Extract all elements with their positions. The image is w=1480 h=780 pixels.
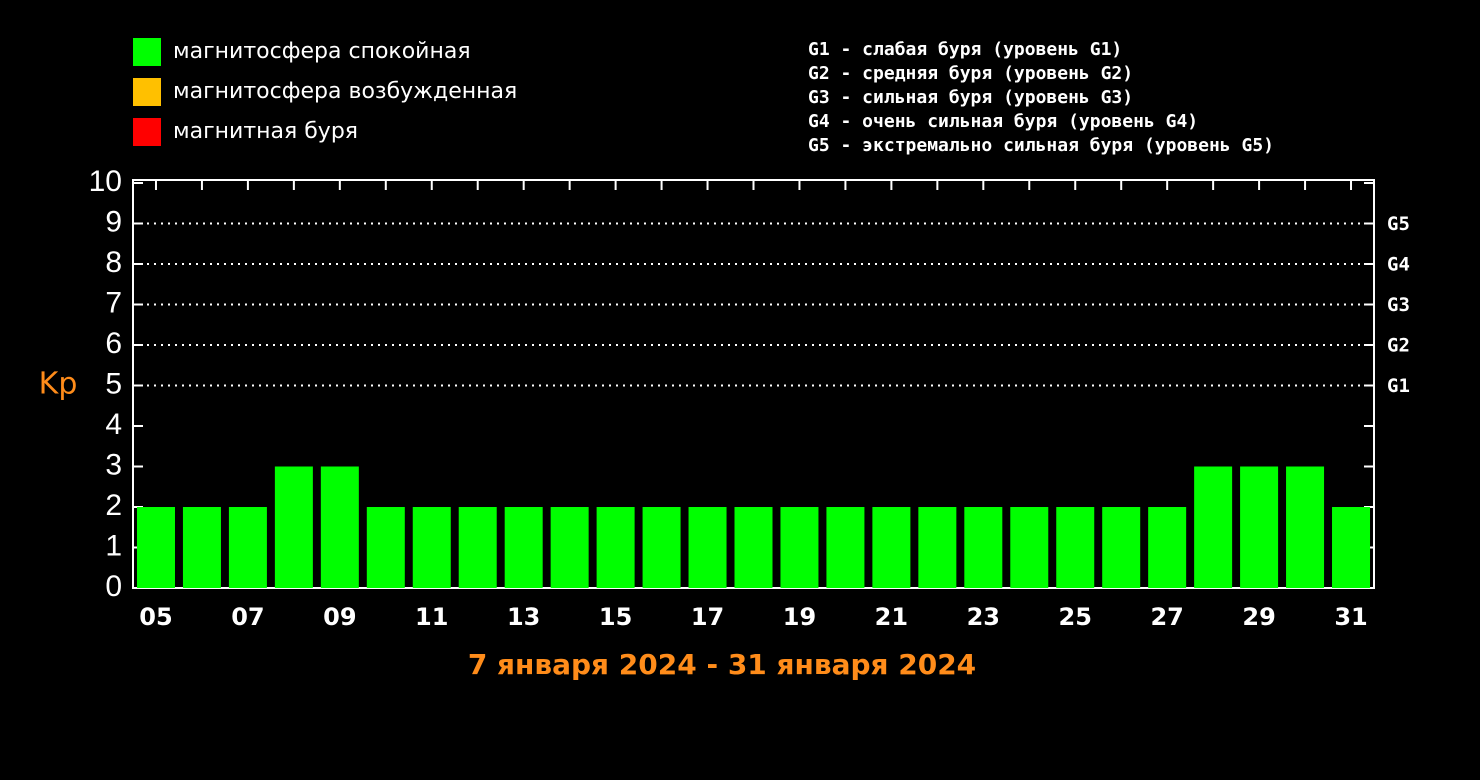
storm-level-text: G2 - средняя буря (уровень G2) <box>808 63 1133 84</box>
y-tick-label: 2 <box>105 489 122 522</box>
bar <box>274 466 313 588</box>
y-tick-label: 7 <box>105 286 122 319</box>
y2-tick-label: G1 <box>1387 375 1410 397</box>
y-tick-label: 4 <box>105 408 122 441</box>
chart-subtitle: 7 января 2024 - 31 января 2024 <box>468 648 976 681</box>
bar <box>320 466 359 588</box>
bar <box>688 507 727 588</box>
storm-level-text: G5 - экстремально сильная буря (уровень … <box>808 135 1274 156</box>
storm-level-text: G3 - сильная буря (уровень G3) <box>808 87 1133 108</box>
bar <box>412 507 451 588</box>
bar <box>1332 507 1371 588</box>
y-tick-label: 0 <box>105 570 122 603</box>
bar <box>1102 507 1141 588</box>
x-tick-label: 07 <box>231 603 264 631</box>
y-tick-label: 10 <box>89 165 122 198</box>
storm-level-text: G1 - слабая буря (уровень G1) <box>808 39 1122 60</box>
x-tick-label: 13 <box>507 603 540 631</box>
bar <box>228 507 267 588</box>
bar <box>1010 507 1049 588</box>
bar <box>872 507 911 588</box>
legend-swatch <box>133 78 161 106</box>
x-tick-label: 05 <box>139 603 172 631</box>
y2-tick-label: G3 <box>1387 294 1410 316</box>
bar <box>642 507 681 588</box>
y-tick-label: 5 <box>105 367 122 400</box>
y2-tick-label: G4 <box>1387 254 1410 276</box>
bar <box>1286 466 1325 588</box>
y-tick-label: 6 <box>105 327 122 360</box>
bar <box>136 507 175 588</box>
x-tick-label: 31 <box>1334 603 1367 631</box>
bar <box>826 507 865 588</box>
bar <box>734 507 773 588</box>
bar <box>458 507 497 588</box>
legend-label: магнитосфера спокойная <box>173 39 471 64</box>
y-tick-label: 8 <box>105 246 122 279</box>
x-tick-label: 29 <box>1242 603 1275 631</box>
bar <box>1148 507 1187 588</box>
y2-tick-label: G2 <box>1387 335 1410 357</box>
x-tick-label: 09 <box>323 603 356 631</box>
bar <box>182 507 221 588</box>
storm-level-text: G4 - очень сильная буря (уровень G4) <box>808 111 1198 132</box>
bar <box>596 507 635 588</box>
y-tick-label: 3 <box>105 448 122 481</box>
x-tick-label: 23 <box>967 603 1000 631</box>
bar <box>550 507 589 588</box>
x-tick-label: 11 <box>415 603 448 631</box>
x-tick-label: 17 <box>691 603 724 631</box>
x-tick-label: 25 <box>1059 603 1092 631</box>
x-tick-label: 21 <box>875 603 908 631</box>
bar <box>918 507 957 588</box>
y-tick-label: 1 <box>105 529 122 562</box>
legend-label: магнитная буря <box>173 119 358 144</box>
legend-label: магнитосфера возбужденная <box>173 79 517 104</box>
y-axis-label: Kp <box>39 367 78 402</box>
legend-swatch <box>133 118 161 146</box>
x-tick-label: 15 <box>599 603 632 631</box>
legend-swatch <box>133 38 161 66</box>
x-tick-label: 27 <box>1150 603 1183 631</box>
bar <box>366 507 405 588</box>
y-tick-label: 9 <box>105 205 122 238</box>
bar <box>1240 466 1279 588</box>
x-tick-label: 19 <box>783 603 816 631</box>
bar <box>1056 507 1095 588</box>
bar <box>504 507 543 588</box>
bar <box>964 507 1003 588</box>
bar <box>780 507 819 588</box>
y2-tick-label: G5 <box>1387 213 1410 235</box>
bar <box>1194 466 1233 588</box>
